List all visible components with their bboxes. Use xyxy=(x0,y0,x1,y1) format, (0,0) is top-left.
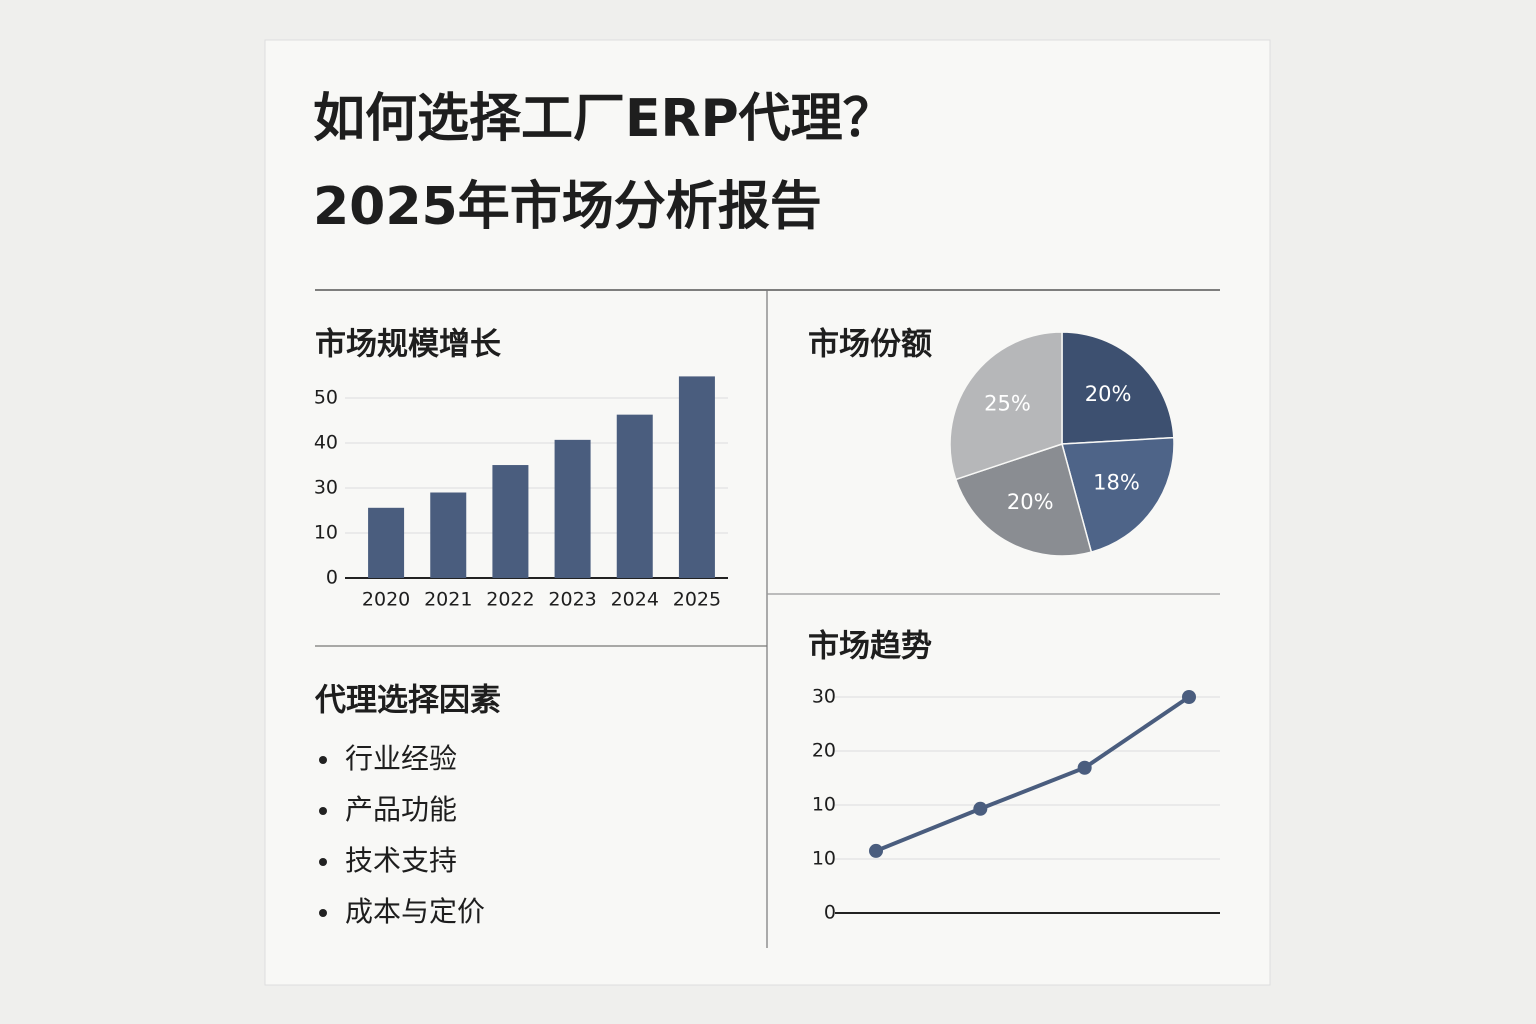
list-item: 成本与定价 xyxy=(345,895,485,928)
bullet xyxy=(319,756,327,764)
chart-title: 市场份额 xyxy=(808,327,932,363)
list-item: 行业经验 xyxy=(345,742,457,775)
bar xyxy=(678,376,715,578)
point xyxy=(973,801,988,816)
line xyxy=(875,695,1191,853)
bullet xyxy=(319,909,327,917)
x-tick-label: 2021 xyxy=(424,589,472,611)
y-tick-label: 40 xyxy=(314,432,338,454)
pie-slice xyxy=(949,331,1063,481)
x-tick-label: 2023 xyxy=(548,589,596,611)
x-tick-label: 2022 xyxy=(486,589,534,611)
list-title: 代理选择因素 xyxy=(314,683,501,719)
bar xyxy=(492,465,529,578)
chart-title: 市场趋势 xyxy=(808,629,932,665)
data-label: 18% xyxy=(1093,470,1140,494)
title-line: 如何选择工厂ERP代理？ xyxy=(313,89,895,149)
y-tick-label: 10 xyxy=(812,794,836,816)
bar xyxy=(368,507,405,578)
y-tick-label: 10 xyxy=(812,848,836,870)
point xyxy=(1077,760,1092,775)
point xyxy=(869,843,883,858)
bar xyxy=(616,414,653,578)
y-tick-label: 0 xyxy=(326,567,338,589)
bullet xyxy=(319,858,327,866)
x-tick-label: 2020 xyxy=(362,589,410,611)
x-tick-label: 2025 xyxy=(673,589,721,611)
list-item: 产品功能 xyxy=(345,793,457,826)
y-tick-label: 0 xyxy=(824,902,836,924)
title-line: 2025年市场分析报告 xyxy=(313,177,822,237)
bar xyxy=(554,439,591,578)
data-label: 20% xyxy=(1007,490,1054,514)
bullet xyxy=(319,807,327,815)
y-tick-label: 30 xyxy=(812,686,836,708)
list-item: 技术支持 xyxy=(345,844,457,877)
y-tick-label: 10 xyxy=(314,522,338,544)
bar xyxy=(430,492,467,578)
data-label: 25% xyxy=(984,392,1031,416)
pie-slice xyxy=(1061,331,1175,445)
pie-slice xyxy=(954,443,1093,557)
y-tick-label: 20 xyxy=(812,740,836,762)
data-label: 20% xyxy=(1085,382,1132,406)
pie-slice xyxy=(1061,436,1175,554)
y-tick-label: 50 xyxy=(314,387,338,409)
x-tick-label: 2024 xyxy=(611,589,659,611)
y-tick-label: 30 xyxy=(314,477,338,499)
point xyxy=(1182,690,1196,704)
chart-title: 市场规模增长 xyxy=(315,327,501,363)
